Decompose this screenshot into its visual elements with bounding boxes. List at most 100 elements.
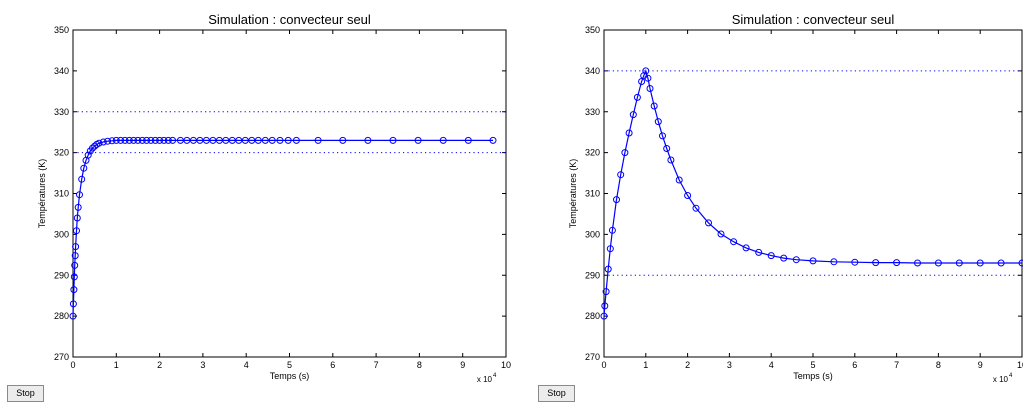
data-point [314,136,322,144]
data-point [893,259,901,267]
x-tick-label: 8 [417,360,422,370]
data-point [613,196,620,204]
y-axis-label: Températures (K) [568,159,578,229]
y-tick-label: 340 [54,66,69,76]
axes-box [603,29,1023,358]
y-tick-label: 350 [54,25,69,35]
data-point [164,136,172,144]
y-tick-label: 290 [585,270,600,280]
data-point [608,226,616,234]
data-point [642,67,650,75]
data-point [89,144,96,152]
x-tick-label: 5 [287,360,292,370]
data-point [80,164,88,172]
data-point [663,145,671,152]
data-point [717,230,725,238]
data-point [730,238,738,246]
x-tick-label: 6 [330,360,335,370]
data-point [69,312,77,320]
data-point [830,258,838,266]
x-tick-label: 4 [244,360,249,370]
data-point [955,259,963,267]
x-tick-label: 9 [460,360,465,370]
data-point [76,191,83,199]
plot-panel-1: 270 280 290 300 310 320 330 340 350 0 1 2 3 4 5 6 7 8 9 10 S… [37,12,511,384]
data-point [755,248,763,256]
data-point [143,136,151,144]
data-point [692,204,700,212]
data-point [169,136,177,144]
data-point [70,273,78,281]
data-point [742,244,750,252]
data-point [633,93,641,101]
data-point [414,136,422,144]
x-tick-label: 10 [1017,360,1023,370]
data-point [73,214,81,222]
data-point [389,136,397,144]
data-point [71,261,79,269]
data-point [602,288,610,296]
data-point [621,149,629,157]
data-point [601,302,609,310]
data-point [997,259,1005,267]
data-point [69,300,77,308]
x-tick-label: 2 [157,360,162,370]
y-axis-label: Températures (K) [37,159,47,229]
data-point [617,171,625,179]
data-point [684,192,692,199]
stop-button[interactable]: Stop [7,385,44,402]
data-point [70,286,78,294]
y-tick-label: 320 [585,148,600,158]
data-point [934,259,942,267]
data-point [284,136,292,144]
data-point [976,259,984,267]
y-tick-label: 330 [54,107,69,117]
data-point [95,139,103,147]
x-tick-label: 3 [727,360,732,370]
data-point [872,259,880,267]
x-tick-label: 8 [936,360,941,370]
data-point [667,156,675,164]
data-point [74,203,82,211]
data-point [276,136,284,144]
x-tick-label: 2 [685,360,690,370]
data-point [84,151,92,159]
data-point [108,137,116,145]
data-point [705,219,712,227]
data-point [1018,259,1023,267]
stop-button[interactable]: Stop [538,385,575,402]
data-point [130,136,138,144]
data-point [767,252,775,260]
data-point [606,245,614,253]
data-point [261,136,269,144]
y-tick-label: 340 [585,66,600,76]
y-tick-label: 300 [585,229,600,239]
data-point [71,252,79,260]
data-point [73,227,80,235]
data-point [629,111,637,119]
data-point [364,136,372,144]
data-point [156,136,164,144]
data-point [914,259,921,267]
y-tick-label: 310 [54,189,69,199]
x-tick-label: 10 [501,360,511,370]
y-tick-label: 350 [585,25,600,35]
data-point [254,136,262,144]
x-tick-label: 5 [810,360,815,370]
x-tick-label: 6 [852,360,857,370]
y-tick-label: 270 [585,352,600,362]
data-point [160,136,168,144]
x-tick-label: 7 [894,360,899,370]
y-tick-label: 300 [54,229,69,239]
data-point [489,136,497,144]
data-point [125,136,133,144]
data-point [439,136,447,144]
x-axis-label: Temps (s) [793,371,833,381]
data-point [292,136,300,144]
data-point [112,136,120,144]
x-tick-label: 1 [643,360,648,370]
x-axis-label: Temps (s) [270,371,310,381]
data-point [654,118,662,126]
data-point [464,136,472,144]
data-point [339,136,347,144]
